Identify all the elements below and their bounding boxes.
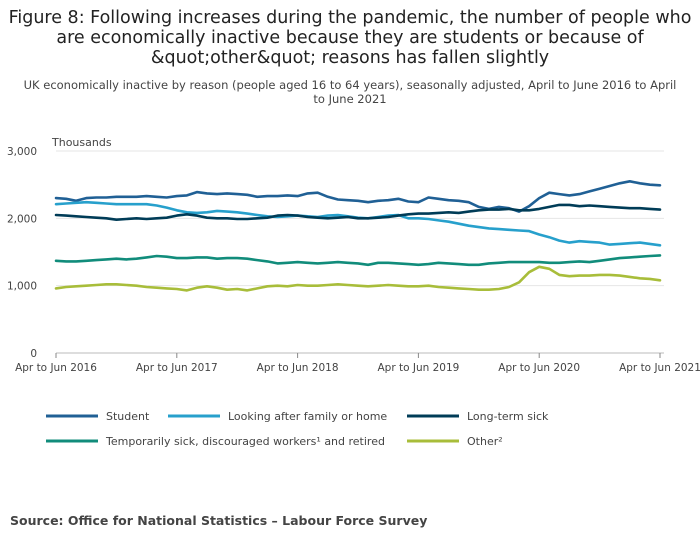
legend-item[interactable]: Long-term sick — [407, 410, 549, 423]
y-tick-label: 2,000 — [7, 213, 37, 225]
x-axis: Apr to Jun 2016 Apr to Jun 2017 Apr to Jun… — [15, 353, 700, 374]
gridlines — [56, 150, 664, 354]
y-axis-ticks: 0 1,000 2,000 3,000 — [7, 146, 37, 360]
series-line-1 — [54, 180, 662, 213]
series-line-3 — [54, 203, 662, 221]
y-axis-label: Thousands — [51, 136, 112, 149]
series-line-5 — [54, 265, 662, 292]
x-tick-label: Apr to Jun 2019 — [377, 362, 459, 374]
source-note: Source: Office for National Statistics –… — [10, 513, 428, 528]
y-tick-label: 1,000 — [7, 281, 37, 293]
legend-label: Student — [106, 410, 150, 423]
x-tick-label: Apr to Jun 2018 — [257, 362, 339, 374]
x-tick-label: Apr to Jun 2021 — [619, 362, 700, 374]
legend-item[interactable]: Looking after family or home — [168, 410, 387, 423]
legend-label: Other² — [467, 435, 503, 448]
legend-label: Temporarily sick, discouraged workers¹ a… — [105, 435, 385, 448]
series-line-4 — [54, 254, 662, 267]
y-tick-label: 3,000 — [7, 146, 37, 158]
legend-item[interactable]: Other² — [407, 435, 503, 448]
legend: Student Looking after family or home Long-… — [46, 410, 549, 448]
x-tick-label: Apr to Jun 2020 — [498, 362, 580, 374]
legend-item[interactable]: Student — [46, 410, 150, 423]
x-tick-label: Apr to Jun 2017 — [136, 362, 218, 374]
chart-subtitle: UK economically inactive by reason (peop… — [23, 78, 677, 106]
series-line-2 — [54, 200, 662, 247]
legend-label: Long-term sick — [467, 410, 549, 423]
chart-title: Figure 8: Following increases during the… — [8, 8, 692, 68]
x-tick-label: Apr to Jun 2016 — [15, 362, 97, 374]
legend-item[interactable]: Temporarily sick, discouraged workers¹ a… — [46, 435, 385, 448]
series-lines — [54, 180, 662, 292]
legend-label: Looking after family or home — [228, 410, 387, 423]
y-tick-label: 0 — [30, 348, 37, 360]
